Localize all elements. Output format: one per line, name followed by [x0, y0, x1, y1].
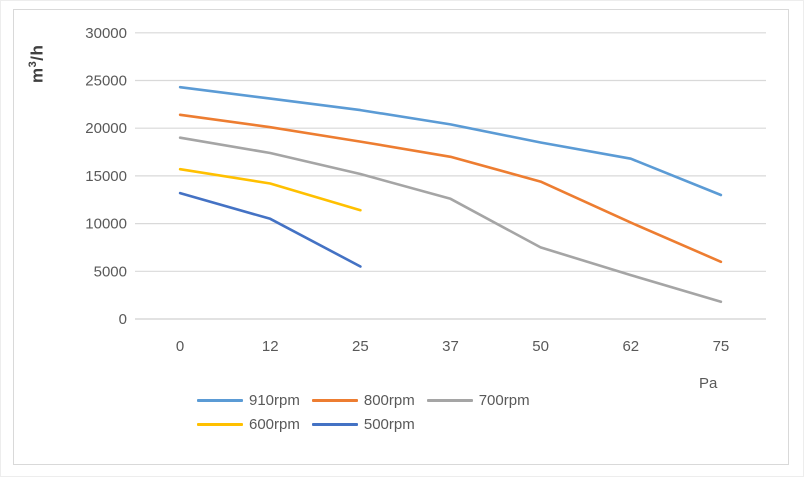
- y-axis-title: m3/h: [27, 13, 48, 83]
- y-tick-label: 0: [119, 311, 127, 328]
- legend-item-600rpm: 600rpm: [197, 416, 300, 433]
- legend-line-swatch: [197, 422, 243, 426]
- y-axis-title-rest: /h: [27, 44, 47, 61]
- x-axis-title: Pa: [699, 375, 718, 392]
- legend-row: 600rpm 500rpm: [197, 412, 530, 436]
- legend-label: 800rpm: [363, 391, 415, 409]
- y-tick-label: 10000: [85, 216, 127, 233]
- series-line-800rpm: [178, 113, 723, 264]
- legend-label: 910rpm: [249, 391, 300, 409]
- y-tick-label: 25000: [85, 73, 127, 90]
- y-tick-label: 5000: [94, 263, 127, 280]
- chart-frame: [13, 9, 789, 465]
- legend-item-500rpm: 500rpm: [311, 415, 415, 433]
- legend-line-swatch: [426, 398, 473, 402]
- x-tick-label: 62: [622, 338, 639, 355]
- x-tick-label: 25: [352, 338, 369, 355]
- x-tick-label: 12: [262, 338, 279, 355]
- legend: 910rpm 800rpm 700rpm 600rpm 500rpm: [197, 388, 530, 436]
- legend-label: 500rpm: [363, 415, 415, 433]
- legend-line-swatch: [311, 422, 358, 426]
- y-tick-label: 30000: [85, 25, 127, 42]
- legend-line-swatch: [197, 398, 243, 402]
- x-tick-label: 75: [713, 338, 730, 355]
- x-tick-label: 37: [442, 338, 459, 355]
- series-line-910rpm: [178, 85, 723, 197]
- legend-item-800rpm: 800rpm: [311, 391, 415, 409]
- y-tick-label: 20000: [85, 120, 127, 137]
- legend-item-700rpm: 700rpm: [426, 391, 530, 409]
- legend-item-910rpm: 910rpm: [197, 392, 300, 409]
- y-axis-title-base: m: [27, 67, 47, 83]
- legend-label: 600rpm: [249, 415, 300, 433]
- series-line-600rpm: [178, 167, 362, 212]
- y-axis-title-sup: 3: [27, 60, 39, 68]
- series-line-700rpm: [178, 136, 723, 304]
- y-tick-label: 15000: [85, 168, 127, 185]
- legend-label: 700rpm: [478, 391, 530, 409]
- x-tick-label: 50: [532, 338, 549, 355]
- legend-row: 910rpm 800rpm 700rpm: [197, 388, 530, 412]
- series-line-500rpm: [178, 191, 362, 268]
- x-tick-label: 0: [176, 338, 184, 355]
- legend-line-swatch: [311, 398, 358, 402]
